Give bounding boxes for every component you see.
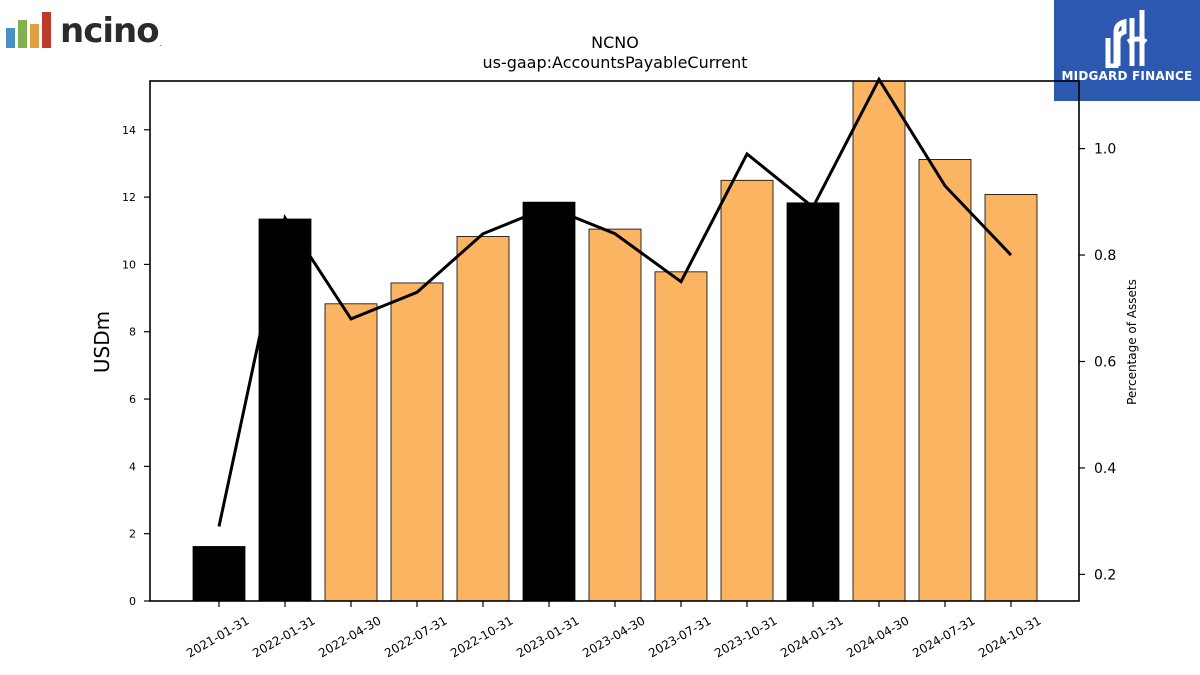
x-tick-label: 2023-01-31 bbox=[514, 613, 581, 660]
x-tick-label: 2024-10-31 bbox=[976, 613, 1043, 660]
bar-2022-04-30 bbox=[324, 303, 378, 602]
y-tick-label: 10 bbox=[122, 258, 136, 271]
y-tick-label: 14 bbox=[122, 124, 136, 137]
chart-title: NCNO bbox=[591, 33, 639, 52]
midgard-mark-icon bbox=[1105, 10, 1148, 68]
y2-tick-label: 0.4 bbox=[1094, 461, 1116, 477]
bar-2023-10-31 bbox=[720, 179, 774, 602]
y2-tick-label: 0.6 bbox=[1094, 354, 1116, 370]
bar-2023-07-31 bbox=[654, 271, 708, 602]
bar-2022-01-31 bbox=[258, 218, 312, 602]
midgard-logo-text: MIDGARD FINANCE bbox=[1061, 69, 1193, 83]
x-tick-label: 2024-04-30 bbox=[844, 613, 911, 660]
bar-2023-01-31 bbox=[522, 201, 576, 602]
bar-2023-04-30 bbox=[588, 228, 642, 602]
percentage-line bbox=[217, 76, 1013, 527]
chart-subtitle: us-gaap:AccountsPayableCurrent bbox=[482, 53, 747, 72]
y2-axis-label: Percentage of Assets bbox=[1125, 279, 1139, 405]
y-tick-label: 0 bbox=[129, 595, 136, 608]
x-tick-label: 2023-07-31 bbox=[646, 613, 713, 660]
y2-tick-label: 1.0 bbox=[1094, 142, 1116, 158]
x-tick-label: 2024-01-31 bbox=[778, 613, 845, 660]
bar-2024-01-31 bbox=[786, 202, 840, 602]
bars-layer bbox=[192, 80, 1038, 602]
ncino-logo: ncino . bbox=[6, 4, 162, 48]
bar-2024-10-31 bbox=[984, 194, 1038, 602]
ncino-bars-icon bbox=[6, 10, 54, 48]
x-tick-label: 2022-10-31 bbox=[448, 613, 515, 660]
ncino-logo-dot: . bbox=[159, 39, 163, 48]
x-tick-label: 2021-01-31 bbox=[184, 613, 251, 660]
bar-2022-10-31 bbox=[456, 236, 510, 602]
x-tick-label: 2024-07-31 bbox=[910, 613, 977, 660]
x-tick-label: 2022-04-30 bbox=[316, 613, 383, 660]
y-tick-label: 6 bbox=[129, 393, 136, 406]
x-tick-label: 2023-10-31 bbox=[712, 613, 779, 660]
line-layer bbox=[217, 76, 1013, 527]
bar-2024-04-30 bbox=[852, 80, 906, 602]
x-tick-label: 2022-01-31 bbox=[250, 613, 317, 660]
bar-2021-01-31 bbox=[192, 546, 246, 602]
x-tick-label: 2022-07-31 bbox=[382, 613, 449, 660]
y-tick-label: 8 bbox=[129, 326, 136, 339]
bar-2022-07-31 bbox=[390, 282, 444, 602]
y-axis-label: USDm bbox=[90, 311, 114, 373]
x-tick-label: 2023-04-30 bbox=[580, 613, 647, 660]
y-tick-label: 2 bbox=[129, 528, 136, 541]
y2-tick-label: 0.2 bbox=[1094, 567, 1116, 583]
y-tick-label: 4 bbox=[129, 460, 136, 473]
bar-2024-07-31 bbox=[918, 159, 972, 602]
y2-tick-label: 0.8 bbox=[1094, 248, 1116, 264]
y-tick-label: 12 bbox=[122, 191, 136, 204]
ncino-logo-text: ncino bbox=[60, 11, 160, 51]
